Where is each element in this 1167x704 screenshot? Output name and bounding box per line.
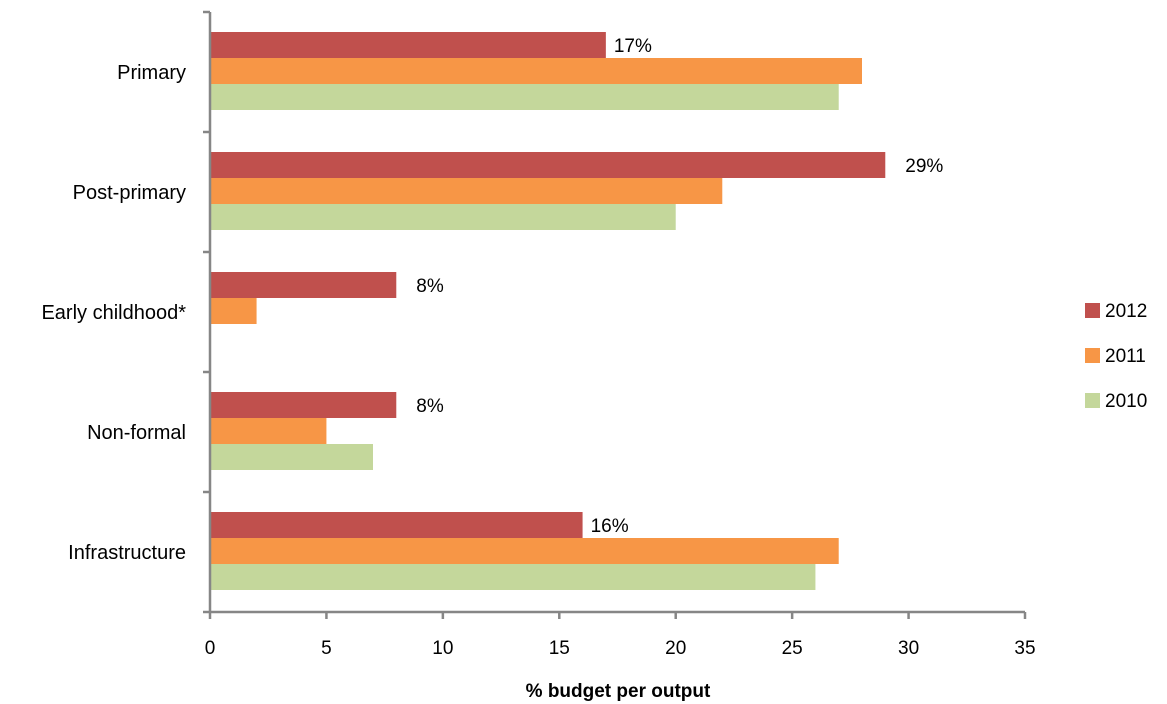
legend-label-2012: 2012 <box>1105 301 1147 322</box>
bar-primary-2011 <box>210 58 862 84</box>
bar-primary-2010 <box>210 84 839 110</box>
legend-swatch-2011 <box>1085 348 1100 363</box>
bar-post-primary-2010 <box>210 204 676 230</box>
x-axis-title: % budget per output <box>526 681 711 702</box>
data-label-infrastructure: 16% <box>591 516 629 537</box>
x-tick-label-10: 10 <box>432 638 453 659</box>
bar-post-primary-2012 <box>210 152 886 178</box>
x-tick-label-30: 30 <box>898 638 919 659</box>
data-label-early-childhood: 8% <box>416 276 444 297</box>
axes-group: 0 5 10 15 20 25 30 35 <box>203 10 1036 659</box>
bar-early-childhood-2012 <box>210 272 397 298</box>
legend: 2012 2011 2010 <box>1085 301 1147 412</box>
bar-primary-2012 <box>210 32 606 58</box>
bar-early-childhood-2011 <box>210 298 257 324</box>
category-label-primary: Primary <box>117 62 186 84</box>
x-tick-label-15: 15 <box>549 638 570 659</box>
data-label-non-formal: 8% <box>416 396 444 417</box>
category-label-infrastructure: Infrastructure <box>68 542 186 564</box>
x-tick-label-35: 35 <box>1014 638 1035 659</box>
legend-swatch-2010 <box>1085 393 1100 408</box>
labels-group: Primary Post-primary Early childhood* Non-f… <box>41 36 943 564</box>
x-tick-label-0: 0 <box>205 638 216 659</box>
bar-non-formal-2011 <box>210 418 327 444</box>
legend-label-2010: 2010 <box>1105 391 1147 412</box>
category-label-post-primary: Post-primary <box>73 182 186 204</box>
x-tick-label-25: 25 <box>782 638 803 659</box>
legend-label-2011: 2011 <box>1105 346 1146 367</box>
bar-infrastructure-2012 <box>210 512 583 538</box>
bar-non-formal-2012 <box>210 392 397 418</box>
bar-post-primary-2011 <box>210 178 723 204</box>
x-tick-label-5: 5 <box>321 638 332 659</box>
legend-swatch-2012 <box>1085 303 1100 318</box>
data-label-post-primary: 29% <box>905 156 943 177</box>
bar-infrastructure-2010 <box>210 564 816 590</box>
bars-group <box>210 32 886 590</box>
bar-non-formal-2010 <box>210 444 373 470</box>
category-label-early-childhood: Early childhood* <box>41 302 186 324</box>
category-label-non-formal: Non-formal <box>87 422 186 444</box>
x-tick-label-20: 20 <box>665 638 686 659</box>
bar-infrastructure-2011 <box>210 538 839 564</box>
data-label-primary: 17% <box>614 36 652 57</box>
